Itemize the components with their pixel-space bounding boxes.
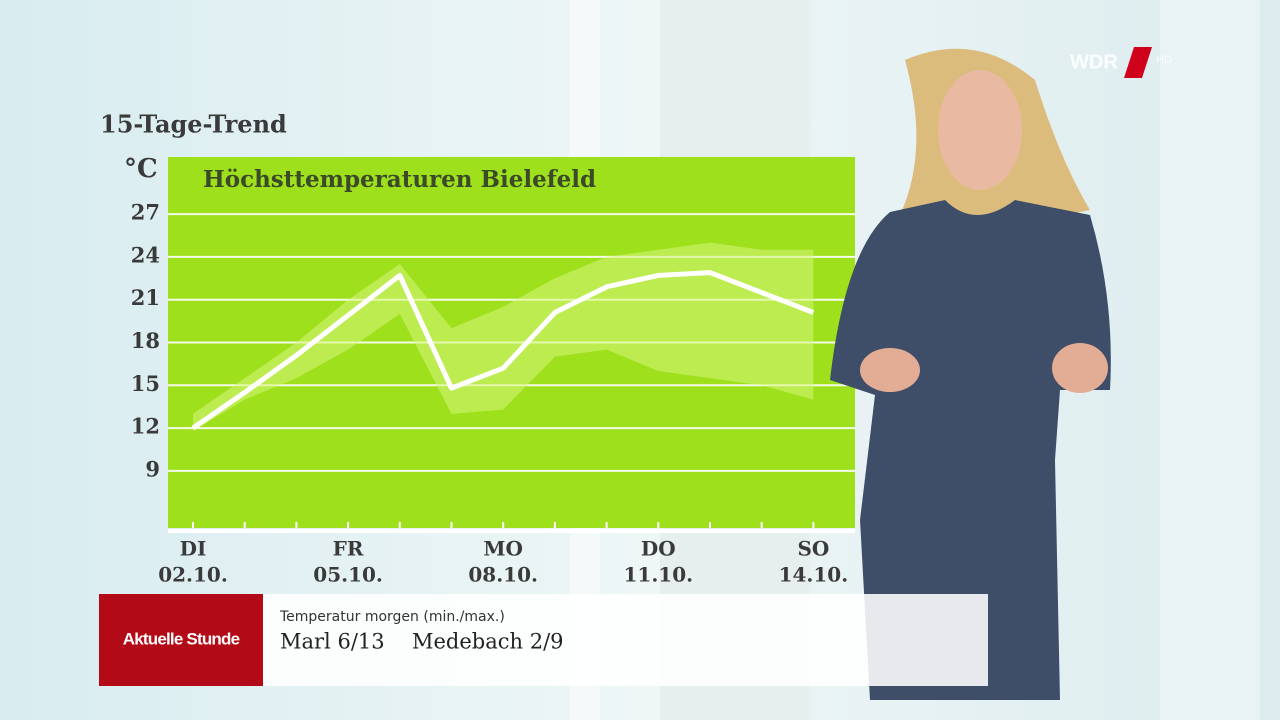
- info-heading: Temperatur morgen (min./max.): [279, 609, 505, 625]
- x-tick-label: 05.10.: [313, 563, 383, 587]
- brand: Aktuelle Stunde: [123, 629, 240, 648]
- info-box: [263, 594, 988, 686]
- y-tick-label: 27: [131, 200, 160, 225]
- page-title: 15-Tage-Trend: [100, 110, 287, 139]
- y-tick-label: 18: [131, 328, 160, 353]
- studio-panel: [1160, 0, 1260, 720]
- x-tick-weekday: FR: [333, 537, 364, 561]
- x-tick-label: 02.10.: [158, 563, 228, 587]
- logo-suffix: HD: [1156, 54, 1172, 66]
- x-tick-label: 14.10.: [779, 563, 849, 587]
- y-tick-label: 24: [131, 242, 160, 267]
- range-band: [193, 242, 814, 431]
- y-tick-label: 21: [131, 285, 160, 310]
- y-tick-label: 15: [131, 371, 160, 396]
- y-axis-label: °C: [124, 154, 158, 184]
- x-tick-weekday: DI: [180, 537, 207, 561]
- x-tick-weekday: MO: [483, 537, 523, 561]
- x-tick-weekday: SO: [797, 537, 829, 561]
- chart-title: Höchsttemperaturen Bielefeld: [203, 166, 596, 193]
- logo-mark: [1124, 47, 1152, 78]
- y-tick-label: 12: [131, 414, 160, 439]
- x-tick-weekday: DO: [641, 537, 676, 561]
- y-tick-label: 9: [145, 456, 160, 481]
- lower-third: Aktuelle Stunde Temperatur morgen (min./…: [99, 594, 988, 686]
- logo-text: WDR: [1070, 51, 1118, 73]
- info-item: Medebach 2/9: [412, 630, 564, 654]
- x-tick-label: 08.10.: [468, 563, 538, 587]
- presenter: [830, 48, 1111, 700]
- channel-logo: WDR HD: [1070, 47, 1172, 78]
- temperature-line: [191, 270, 815, 431]
- brand-box: [99, 594, 263, 686]
- x-tick-label: 11.10.: [624, 563, 694, 587]
- info-item: Marl 6/13: [280, 630, 385, 654]
- chart: Höchsttemperaturen Bielefeld 9 12 15 18 21 24 2…: [131, 157, 855, 587]
